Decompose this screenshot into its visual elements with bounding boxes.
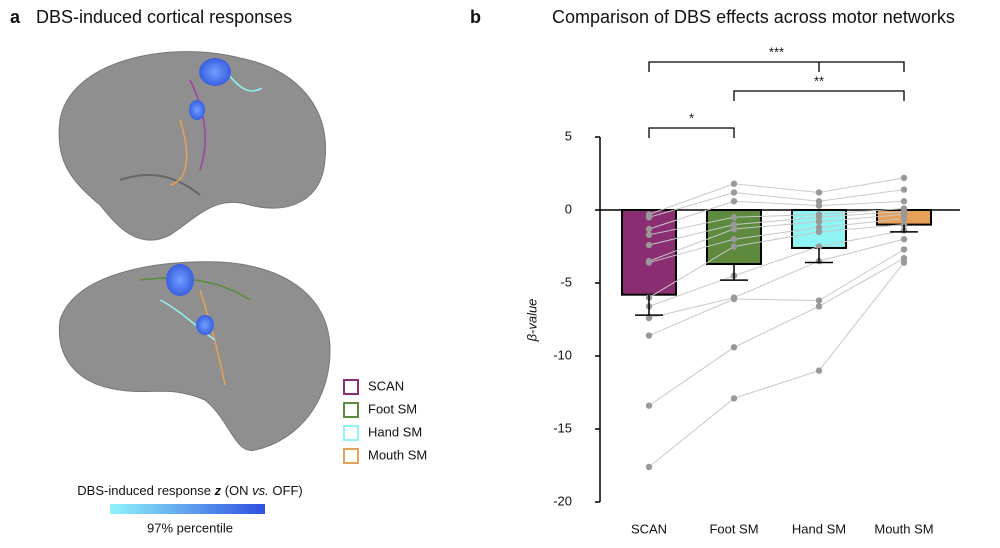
subject-point — [900, 259, 908, 266]
subject-line — [648, 200, 905, 230]
y-tick-label: 0 — [565, 201, 572, 216]
y-axis-label: β-value — [524, 299, 539, 343]
legend-label: Foot SM — [368, 401, 417, 416]
label-part: DBS-induced response — [77, 483, 214, 498]
subject-point — [815, 243, 823, 250]
label-part: OFF) — [269, 483, 303, 498]
subject-point — [645, 241, 653, 249]
panel-letter: a — [10, 7, 21, 27]
subject-line — [648, 262, 905, 468]
chart-title: Comparison of DBS effects across motor n… — [552, 7, 955, 27]
significance-label: *** — [769, 44, 784, 59]
subject-point — [815, 224, 823, 231]
brain-lateral — [58, 51, 327, 241]
subject-point — [900, 236, 908, 243]
subject-point — [645, 402, 653, 409]
subject-point — [900, 174, 908, 182]
significance-label: * — [689, 110, 694, 125]
subject-point — [730, 395, 738, 402]
subject-point — [815, 303, 823, 310]
subject-point — [645, 314, 653, 322]
x-tick-label: Hand SM — [792, 521, 846, 536]
subject-point — [730, 236, 738, 243]
legend-swatch — [343, 425, 359, 441]
brain-medial — [58, 261, 331, 451]
subject-point — [815, 202, 823, 209]
subject-line — [648, 213, 905, 262]
subject-point — [900, 198, 908, 205]
subject-point — [645, 463, 653, 471]
subject-point — [815, 297, 823, 304]
subject-point — [645, 332, 653, 339]
subject-point — [645, 214, 653, 221]
subject-point — [900, 254, 908, 262]
significance-bracket — [648, 127, 735, 138]
subject-point — [815, 214, 823, 221]
y-tick-label: -20 — [553, 493, 572, 508]
subject-point — [730, 198, 738, 205]
subject-point — [645, 225, 653, 233]
subject-point — [730, 180, 738, 187]
x-tick-label: SCAN — [631, 521, 667, 536]
subject-point — [815, 189, 823, 196]
legend-swatch — [343, 448, 359, 464]
legend-label: SCAN — [368, 378, 404, 393]
subject-point — [730, 295, 738, 303]
subject-line — [648, 224, 905, 299]
y-tick-label: -15 — [553, 420, 572, 435]
subject-point — [900, 186, 908, 193]
subject-point — [730, 225, 738, 233]
significance-bracket — [648, 61, 905, 72]
panel-letter: b — [470, 7, 481, 27]
subject-line — [648, 248, 905, 337]
colorbar — [110, 504, 265, 514]
subject-point — [645, 259, 653, 266]
subject-point — [815, 228, 823, 236]
subject-point — [900, 215, 908, 222]
subject-line — [648, 238, 905, 319]
colorbar-label: DBS-induced response z (ON vs. OFF) — [77, 483, 302, 498]
subject-point — [730, 221, 738, 228]
x-tick-label: Foot SM — [709, 521, 758, 536]
y-tick-label: 5 — [565, 128, 572, 143]
subject-line — [648, 257, 905, 407]
subject-point — [730, 243, 738, 250]
x-tick-label: Mouth SM — [874, 521, 933, 536]
significance-bracket — [733, 90, 905, 101]
subject-point — [730, 189, 738, 196]
subject-point — [815, 367, 823, 374]
y-tick-label: -10 — [553, 347, 572, 362]
label-part: (ON — [221, 483, 252, 498]
subject-line — [648, 229, 905, 307]
subject-point — [815, 218, 823, 225]
label-part: vs. — [252, 483, 269, 498]
legend-swatch — [343, 379, 359, 395]
subject-line — [648, 208, 905, 236]
subject-point — [730, 214, 738, 221]
significance-label: ** — [814, 73, 824, 88]
panel-title: DBS-induced cortical responses — [36, 7, 292, 27]
y-tick-label: -5 — [560, 274, 572, 289]
subject-point — [815, 198, 823, 205]
subject-point — [645, 231, 653, 239]
subject-point — [900, 211, 908, 218]
legend-label: Mouth SM — [368, 447, 427, 462]
subject-line — [648, 210, 905, 246]
subject-point — [730, 344, 738, 351]
subject-line — [648, 218, 905, 264]
legend-label: Hand SM — [368, 424, 422, 439]
label-part: z — [214, 483, 222, 498]
colorbar-caption: 97% percentile — [147, 520, 233, 535]
subject-line — [648, 189, 905, 218]
subject-line — [648, 177, 905, 215]
subject-point — [900, 246, 908, 253]
legend-swatch — [343, 402, 359, 418]
